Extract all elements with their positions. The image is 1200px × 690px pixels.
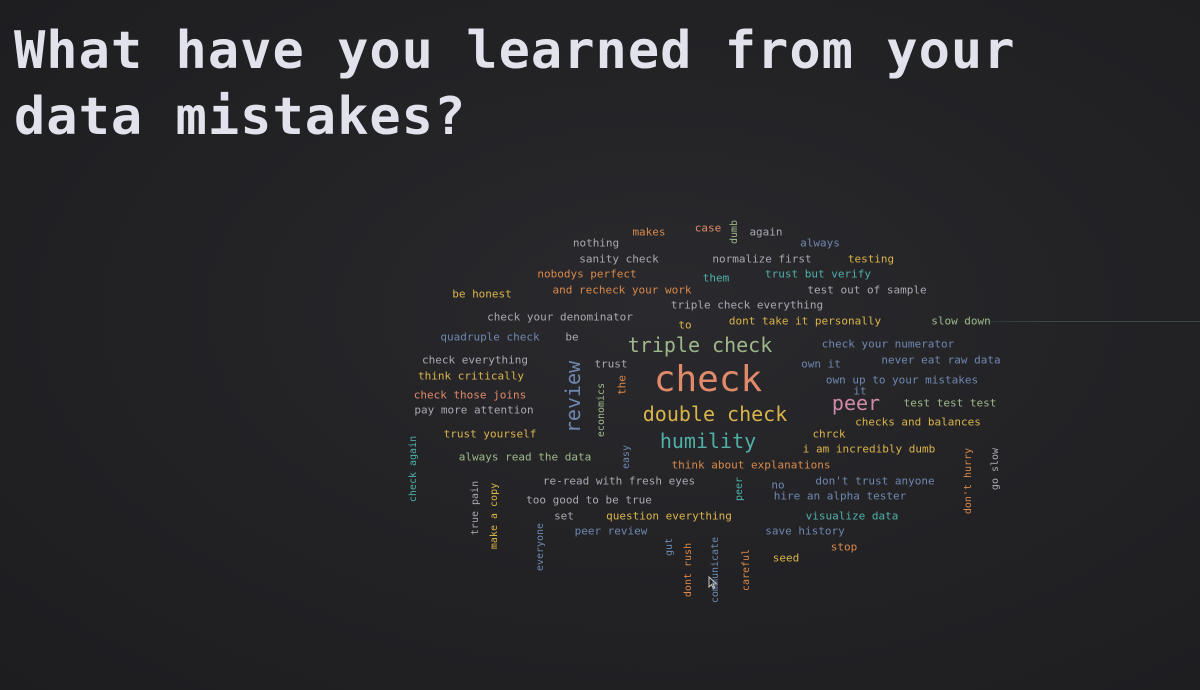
- word-cloud-word: careful: [741, 548, 752, 592]
- word-cloud-word: check those joins: [413, 388, 527, 402]
- word-cloud-word: dont take it personally: [728, 314, 882, 328]
- word-cloud-word: don't hurry: [963, 447, 974, 515]
- word-cloud-word: sanity check: [579, 252, 659, 266]
- word-cloud-word: check: [653, 359, 763, 400]
- word-cloud-word: check again: [408, 435, 419, 503]
- word-cloud-word: own up to your mistakes: [825, 373, 979, 387]
- word-cloud-word: go slow: [990, 447, 1001, 491]
- word-cloud-word: don't trust anyone: [815, 474, 935, 488]
- word-cloud-word: case: [694, 221, 722, 235]
- word-cloud-word: test test test: [903, 396, 997, 410]
- word-cloud-word: stop: [830, 540, 858, 554]
- word-cloud-word: checks and balances: [855, 415, 981, 429]
- word-cloud-word: triple check everything: [670, 298, 824, 312]
- word-cloud-word: think critically: [418, 369, 524, 383]
- word-cloud-word: be: [565, 330, 579, 344]
- word-cloud-word: double check: [642, 402, 788, 426]
- word-cloud-word: and recheck your work: [552, 283, 692, 297]
- word-cloud-word: trust: [594, 357, 628, 371]
- word-cloud-word: own it: [801, 357, 841, 371]
- word-cloud-word: economics: [596, 382, 607, 438]
- word-cloud-word: dumb: [729, 219, 740, 245]
- word-cloud-word: always read the data: [458, 450, 592, 464]
- word-cloud-word: check everything: [422, 353, 528, 367]
- word-cloud-word: always: [800, 236, 840, 250]
- word-cloud-word: hire an alpha tester: [773, 489, 907, 503]
- word-cloud-word: true pain: [470, 480, 481, 536]
- word-cloud-word: never eat raw data: [881, 353, 1001, 367]
- word-cloud-word: question everything: [606, 509, 732, 523]
- slide-title-line-1: What have you learned from your: [14, 21, 1016, 81]
- word-cloud-word: testing: [847, 252, 895, 266]
- word-cloud-word: save history: [765, 524, 845, 538]
- word-cloud-word: normalize first: [712, 252, 812, 266]
- word-cloud-word: be honest: [452, 287, 512, 301]
- word-cloud-word: chrck: [812, 427, 846, 441]
- word-cloud-word: i am incredibly dumb: [802, 442, 936, 456]
- word-cloud-word: quadruple check: [440, 330, 540, 344]
- word-cloud-word: to: [678, 318, 692, 332]
- word-cloud-word: check your numerator: [821, 337, 955, 351]
- word-cloud-word: humility: [659, 429, 757, 453]
- word-cloud-word: the: [615, 375, 629, 395]
- word-cloud-word: dont rush: [683, 542, 694, 598]
- word-cloud-word: check your denominator: [487, 310, 633, 324]
- word-cloud-word: too good to be true: [526, 493, 652, 507]
- word-cloud-word: everyone: [535, 522, 546, 572]
- word-cloud-word: set: [554, 509, 574, 523]
- word-cloud-word: trust but verify: [765, 267, 871, 281]
- word-cloud-word: makes: [632, 225, 666, 239]
- faint-divider-line: [940, 321, 1200, 322]
- word-cloud-word: communicate: [710, 536, 721, 604]
- word-cloud-word: make a copy: [489, 482, 500, 550]
- slide-title-line-2: data mistakes?: [14, 87, 467, 147]
- word-cloud-word: gut: [664, 537, 675, 557]
- word-cloud-word: no: [771, 478, 785, 492]
- word-cloud-word: re-read with fresh eyes: [542, 474, 696, 488]
- word-cloud-word: test out of sample: [807, 283, 927, 297]
- word-cloud-word: them: [702, 271, 730, 285]
- word-cloud-word: peer: [734, 476, 745, 502]
- word-cloud-word: think about explanations: [671, 458, 831, 472]
- word-cloud-word: review: [561, 360, 585, 434]
- word-cloud-word: nothing: [572, 236, 620, 250]
- word-cloud-word: seed: [772, 551, 800, 565]
- word-cloud-word: pay more attention: [414, 403, 534, 417]
- word-cloud-word: peer review: [574, 524, 648, 538]
- word-cloud-word: slow down: [931, 314, 991, 328]
- word-cloud-word: again: [749, 225, 783, 239]
- slide-title: What have you learned from your data mis…: [14, 18, 1184, 150]
- word-cloud-word: triple check: [627, 333, 773, 357]
- word-cloud-word: it: [853, 384, 867, 398]
- word-cloud-word: nobodys perfect: [537, 267, 637, 281]
- word-cloud-word: peer: [831, 391, 881, 415]
- word-cloud-word: visualize data: [805, 509, 899, 523]
- word-cloud-word: trust yourself: [443, 427, 537, 441]
- word-cloud-word: easy: [621, 444, 632, 470]
